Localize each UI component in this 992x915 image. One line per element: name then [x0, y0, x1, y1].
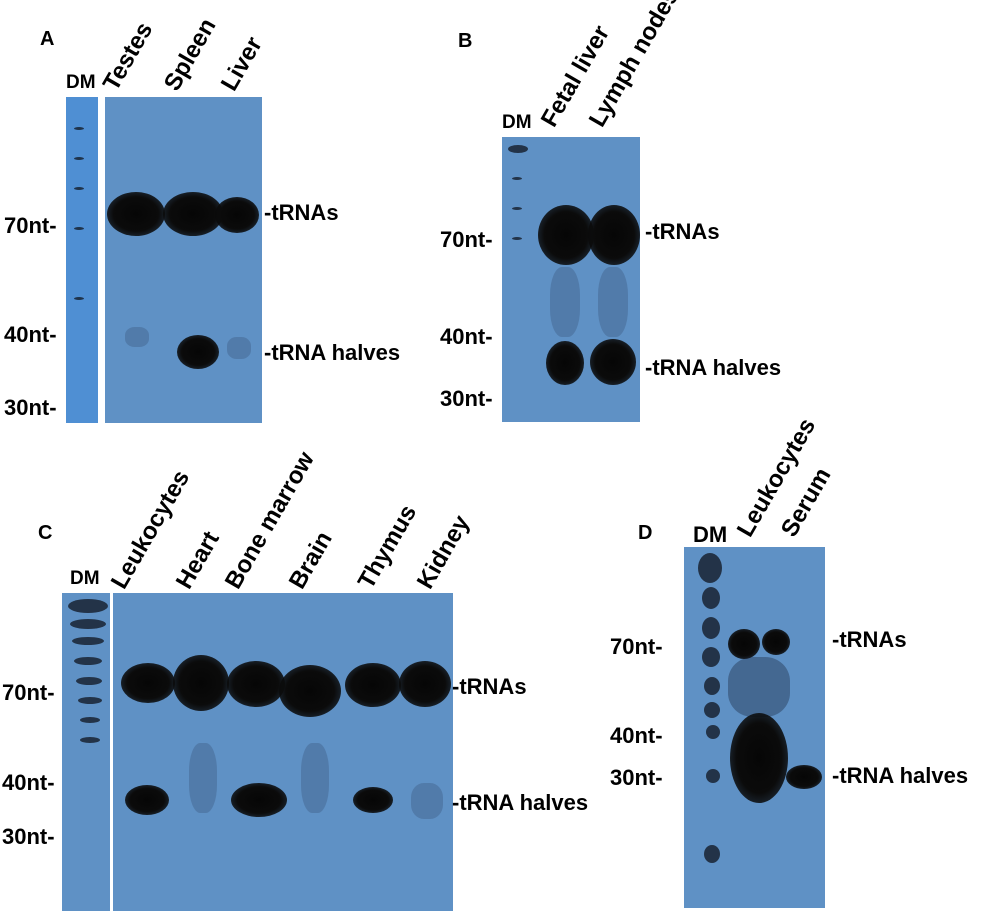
trna-half-band — [353, 787, 393, 813]
ladder-band — [698, 553, 722, 583]
ladder-band — [702, 617, 720, 639]
ladder-band — [74, 157, 84, 160]
ladder-band — [704, 702, 720, 718]
panel-c-size-40: 40nt- — [2, 770, 55, 795]
ladder-band — [72, 637, 104, 645]
trna-band — [279, 665, 341, 717]
ladder-band — [68, 599, 108, 613]
smear — [598, 267, 628, 337]
panel-b-label-trnas: -tRNAs — [645, 219, 720, 244]
panel-a-gel — [105, 97, 262, 423]
panel-b-letter: B — [458, 30, 473, 52]
ladder-band — [706, 725, 720, 739]
smear — [227, 337, 251, 359]
panel-a-lane-spleen: Spleen — [158, 13, 222, 96]
trna-half-band — [177, 335, 219, 369]
panel-c-gel — [113, 593, 453, 911]
panel-c-letter: C — [38, 522, 53, 544]
panel-d-dm-label: DM — [693, 522, 728, 547]
panel-b-size-70: 70nt- — [440, 227, 493, 252]
trna-band — [588, 205, 640, 265]
trna-band — [728, 629, 760, 659]
trna-half-band — [786, 765, 822, 789]
trna-band — [399, 661, 451, 707]
panel-c-lane-brain: Brain — [283, 526, 338, 594]
ladder-band — [508, 145, 528, 153]
trna-band — [538, 205, 594, 265]
ladder-band — [74, 187, 84, 190]
ladder-band — [80, 737, 100, 743]
ladder-band — [74, 227, 84, 230]
panel-a-label-trna-halves: -tRNA halves — [264, 340, 401, 365]
trna-half-band — [590, 339, 636, 385]
ladder-band — [512, 177, 522, 180]
ladder-band — [702, 587, 720, 609]
panel-a-size-40: 40nt- — [4, 322, 57, 347]
trna-band — [345, 663, 401, 707]
panel-c-lane-heart: Heart — [170, 526, 225, 594]
trna-band — [762, 629, 790, 655]
panel-d-size-70: 70nt- — [610, 634, 663, 659]
ladder-band — [74, 297, 84, 300]
trna-half-band — [231, 783, 287, 817]
trna-half-band — [546, 341, 584, 385]
panel-c-dm-label: DM — [70, 568, 100, 589]
ladder-band — [702, 647, 720, 667]
trna-band — [107, 192, 165, 236]
panel-a-label-trnas: -tRNAs — [264, 200, 339, 225]
panel-b-lane-lymph-nodes: Lymph nodes — [583, 0, 685, 132]
panel-b-size-40: 40nt- — [440, 324, 493, 349]
smear — [728, 657, 790, 717]
panel-c-label-trnas: -tRNAs — [452, 674, 527, 699]
panel-b-label-trna-halves: -tRNA halves — [645, 355, 782, 380]
panel-c-size-70: 70nt- — [2, 680, 55, 705]
ladder-band — [78, 697, 102, 704]
panel-a-dm-gel — [66, 97, 98, 423]
smear — [550, 267, 580, 337]
panel-d-label-trnas: -tRNAs — [832, 627, 907, 652]
panel-a-lane-liver: Liver — [215, 32, 268, 96]
trna-band — [227, 661, 285, 707]
panel-c-dm-gel — [62, 593, 110, 911]
ladder-band — [512, 207, 522, 210]
trna-band — [163, 192, 223, 236]
ladder-band — [74, 127, 84, 130]
ladder-band — [512, 237, 522, 240]
trna-band — [215, 197, 259, 233]
ladder-band — [70, 619, 106, 629]
trna-band — [173, 655, 229, 711]
smear — [189, 743, 217, 813]
trna-band — [121, 663, 175, 703]
panel-c-label-trna-halves: -tRNA halves — [452, 790, 589, 815]
panel-b-gel — [502, 137, 640, 422]
panel-d-gel — [684, 547, 825, 908]
panel-a-dm-label: DM — [66, 72, 96, 93]
ladder-band — [76, 677, 102, 685]
ladder-band — [706, 769, 720, 783]
panel-a-letter: A — [40, 28, 55, 50]
panel-d-size-30: 30nt- — [610, 765, 663, 790]
ladder-band — [74, 657, 102, 665]
panel-a-size-70: 70nt- — [4, 213, 57, 238]
trna-half-band — [730, 713, 788, 803]
trna-half-band — [125, 785, 169, 815]
ladder-band — [704, 845, 720, 863]
panel-b-dm-label: DM — [502, 112, 532, 133]
smear — [411, 783, 443, 819]
panel-d-size-40: 40nt- — [610, 723, 663, 748]
panel-d-label-trna-halves: -tRNA halves — [832, 763, 969, 788]
panel-c-size-30: 30nt- — [2, 824, 55, 849]
panel-a-size-30: 30nt- — [4, 395, 57, 420]
panel-c-lane-kidney: Kidney — [411, 510, 476, 594]
smear — [301, 743, 329, 813]
panel-b-size-30: 30nt- — [440, 386, 493, 411]
smear — [125, 327, 149, 347]
panel-a-lane-testes: Testes — [97, 17, 159, 96]
ladder-band — [704, 677, 720, 695]
ladder-band — [80, 717, 100, 723]
panel-d-letter: D — [638, 522, 653, 544]
